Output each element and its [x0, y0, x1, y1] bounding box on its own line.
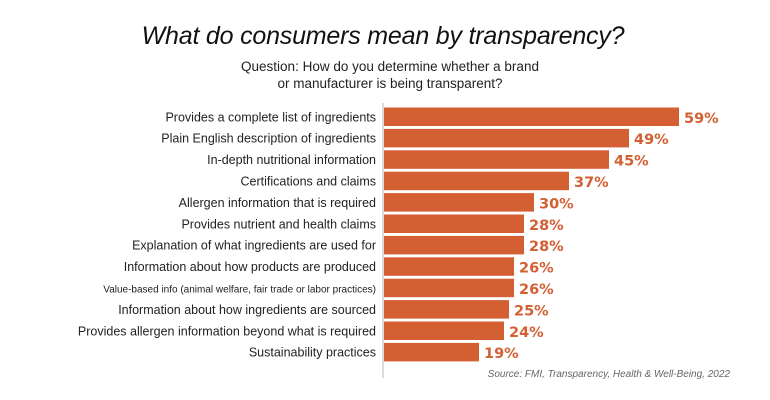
- category-label: Sustainability practices: [249, 346, 376, 360]
- value-label: 28%: [529, 239, 564, 255]
- bar: [384, 107, 679, 126]
- category-label: Provides nutrient and health claims: [181, 217, 376, 231]
- category-label: Provides allergen information beyond wha…: [78, 324, 376, 338]
- category-label: Value-based info (animal welfare, fair t…: [103, 284, 376, 295]
- bar: [384, 193, 534, 212]
- bar: [384, 342, 479, 362]
- category-label: Provides a complete list of ingredients: [165, 110, 376, 124]
- value-label: 19%: [484, 346, 519, 362]
- category-label: Explanation of what ingredients are used…: [132, 239, 376, 253]
- category-label: Plain English description of ingredients: [161, 132, 376, 146]
- value-label: 26%: [519, 282, 554, 298]
- bar: [384, 257, 514, 276]
- value-label: 24%: [509, 325, 544, 341]
- value-label: 26%: [519, 261, 554, 277]
- chart-subtitle-line-2: or manufacturer is being transparent?: [277, 76, 503, 91]
- value-label: 45%: [614, 154, 649, 170]
- value-label: 30%: [539, 196, 574, 212]
- category-label: Information about how products are produ…: [124, 260, 376, 274]
- chart-title: What do consumers mean by transparency?: [0, 22, 770, 51]
- source-note: Source: FMI, Transparency, Health & Well…: [487, 369, 730, 380]
- bar: [384, 128, 629, 148]
- value-label: 28%: [529, 218, 564, 234]
- bar: [384, 321, 504, 340]
- chart-title-text: What do consumers mean by transparency?: [141, 22, 625, 50]
- category-label: In-depth nutritional information: [207, 153, 376, 167]
- value-label: 25%: [514, 303, 549, 319]
- bar: [384, 150, 609, 169]
- bar: [384, 171, 569, 191]
- category-label: Information about how ingredients are so…: [118, 303, 376, 317]
- bar: [384, 214, 524, 233]
- bar: [384, 278, 514, 298]
- value-label: 49%: [634, 132, 669, 148]
- bar: [384, 300, 509, 319]
- chart-subtitle-line-1: Question: How do you determine whether a…: [241, 59, 539, 74]
- value-label: 59%: [684, 111, 719, 127]
- value-label: 37%: [574, 175, 609, 191]
- category-label: Certifications and claims: [241, 174, 376, 188]
- category-label: Allergen information that is required: [179, 196, 376, 210]
- bar: [384, 235, 524, 255]
